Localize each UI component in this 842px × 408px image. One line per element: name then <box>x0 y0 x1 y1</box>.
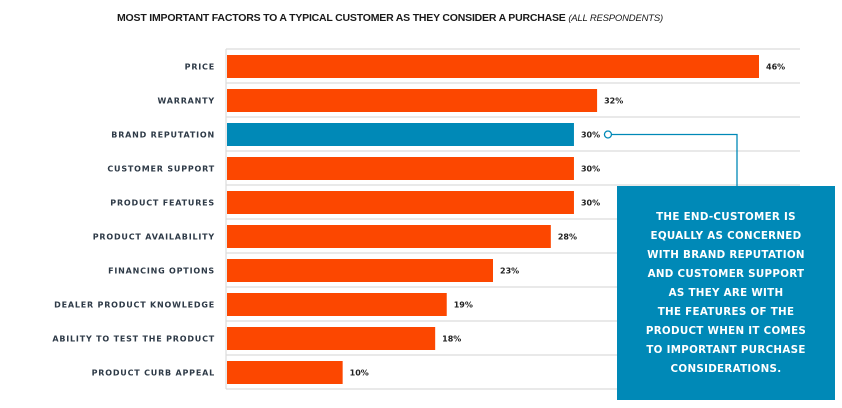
category-label: CUSTOMER SUPPORT <box>107 165 215 174</box>
category-label: PRODUCT AVAILABILITY <box>93 233 215 242</box>
category-labels: PRICE WARRANTY BRAND REPUTATION CUSTOMER SU… <box>52 63 215 378</box>
bar <box>227 89 598 112</box>
bar <box>227 191 574 214</box>
callout-line: TO IMPORTANT PURCHASE <box>646 343 806 356</box>
category-label: BRAND REPUTATION <box>111 131 215 140</box>
callout-connector <box>603 130 738 186</box>
bar <box>227 361 343 384</box>
value-labels: 46% 32% 30% 30% 30% 28% 23% 19% 18% 10% <box>350 63 786 378</box>
category-label: ABILITY TO TEST THE PRODUCT <box>52 335 215 344</box>
connector-line <box>611 133 738 186</box>
category-label: FINANCING OPTIONS <box>108 267 215 276</box>
bar <box>227 327 436 350</box>
value-label: 46% <box>766 63 785 72</box>
callout-line: AND CUSTOMER SUPPORT <box>647 267 805 280</box>
bar <box>227 259 493 282</box>
value-label: 30% <box>581 199 600 208</box>
bar <box>227 293 447 316</box>
bar <box>227 225 551 248</box>
category-label: PRODUCT FEATURES <box>110 199 215 208</box>
callout-line: WITH BRAND REPUTATION <box>647 248 805 261</box>
chart-subtitle: (ALL RESPONDENTS) <box>568 13 663 24</box>
callout-text: THE END-CUSTOMER IS EQUALLY AS CONCERNED… <box>626 208 826 379</box>
value-label: 30% <box>581 131 600 140</box>
callout-box: THE END-CUSTOMER IS EQUALLY AS CONCERNED… <box>617 186 835 400</box>
value-label: 10% <box>350 369 369 378</box>
category-label: PRODUCT CURB APPEAL <box>92 369 215 378</box>
category-label: PRICE <box>185 63 215 72</box>
value-label: 32% <box>604 97 623 106</box>
value-label: 28% <box>558 233 577 242</box>
chart-title: MOST IMPORTANT FACTORS TO A TYPICAL CUST… <box>117 12 663 24</box>
chart-title-main: MOST IMPORTANT FACTORS TO A TYPICAL CUST… <box>117 12 566 24</box>
value-label: 30% <box>581 165 600 174</box>
callout-line: AS THEY ARE WITH <box>668 286 784 299</box>
bar <box>227 55 759 78</box>
callout-line: THE FEATURES OF THE <box>657 305 795 318</box>
callout-line: PRODUCT WHEN IT COMES <box>645 324 807 337</box>
callout-line: CONSIDERATIONS. <box>670 362 782 375</box>
value-label: 18% <box>442 335 461 344</box>
value-label: 19% <box>454 301 473 310</box>
category-label: DEALER PRODUCT KNOWLEDGE <box>54 301 215 310</box>
connector-dot <box>603 130 613 139</box>
bars <box>227 55 759 384</box>
callout-line: THE END-CUSTOMER IS <box>656 210 796 223</box>
bar <box>227 157 574 180</box>
callout-line: EQUALLY AS CONCERNED <box>650 229 802 242</box>
value-label: 23% <box>500 267 519 276</box>
category-label: WARRANTY <box>157 97 215 106</box>
bar-highlighted <box>227 123 574 146</box>
